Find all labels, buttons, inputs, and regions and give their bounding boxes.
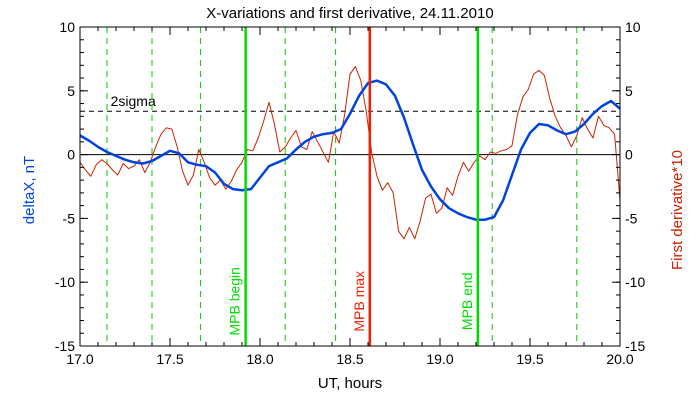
y-tick-label-right: 10 (625, 19, 641, 35)
y-tick-label-left: 0 (67, 147, 75, 163)
x-tick-label: 18.5 (336, 351, 363, 367)
y-tick-label-right: -5 (625, 210, 638, 226)
plot-area: 2sigma MPB begin MPB max MPB end 17.0 17.5 18.… (55, 19, 646, 367)
x-tick-label: 19.0 (426, 351, 453, 367)
event-label-mpb-end: MPB end (459, 273, 475, 331)
y-tick-label-left: -15 (55, 338, 75, 354)
y-axis-label-right: First derivative*10 (669, 150, 686, 270)
y-tick-label-left: -10 (55, 274, 75, 290)
event-label-mpb-max: MPB max (351, 271, 367, 332)
y-tick-label-right: 0 (625, 147, 633, 163)
threshold-label: 2sigma (111, 93, 156, 109)
x-tick-label: 20.0 (606, 351, 633, 367)
x-tick-label: 18.0 (246, 351, 273, 367)
event-label-mpb-begin: MPB begin (227, 267, 243, 335)
x-tick-label: 19.5 (516, 351, 543, 367)
y-tick-label-right: -10 (625, 274, 645, 290)
y-tick-label-left: -5 (63, 210, 76, 226)
x-axis-label: UT, hours (318, 375, 382, 392)
x-tick-label: 17.0 (66, 351, 93, 367)
chart-title: X-variations and first derivative, 24.11… (206, 5, 493, 22)
y-tick-label-right: 5 (625, 83, 633, 99)
y-tick-label-left: 10 (59, 19, 75, 35)
x-tick-label: 17.5 (156, 351, 183, 367)
y-tick-label-right: -15 (625, 338, 645, 354)
series-line-derivative (79, 66, 621, 240)
y-tick-label-left: 5 (67, 83, 75, 99)
y-axis-label-left: deltaX, nT (21, 156, 38, 224)
series-line-deltax (79, 79, 621, 221)
